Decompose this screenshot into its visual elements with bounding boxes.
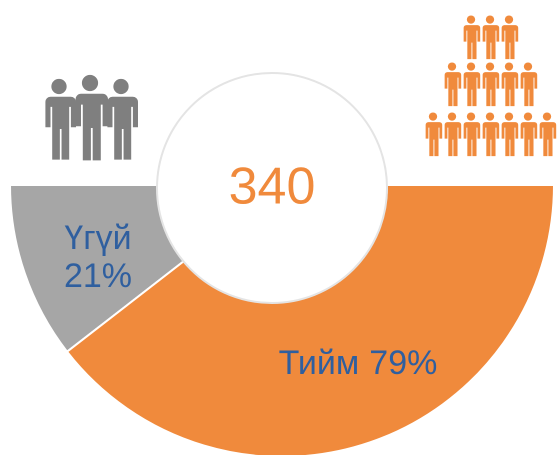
people-icon-orange [425, 15, 557, 157]
people-icon-grey [45, 74, 138, 161]
category-label: Үгүй [64, 219, 131, 257]
data-label: Үгүй 21% [64, 219, 132, 295]
center-label: 340 [229, 158, 316, 216]
category-label: Тийм [279, 344, 360, 382]
value-label: 21% [64, 257, 132, 295]
data-label: Тийм 79% [279, 344, 438, 382]
center-circle [156, 72, 388, 304]
value-label: 79% [369, 344, 437, 382]
